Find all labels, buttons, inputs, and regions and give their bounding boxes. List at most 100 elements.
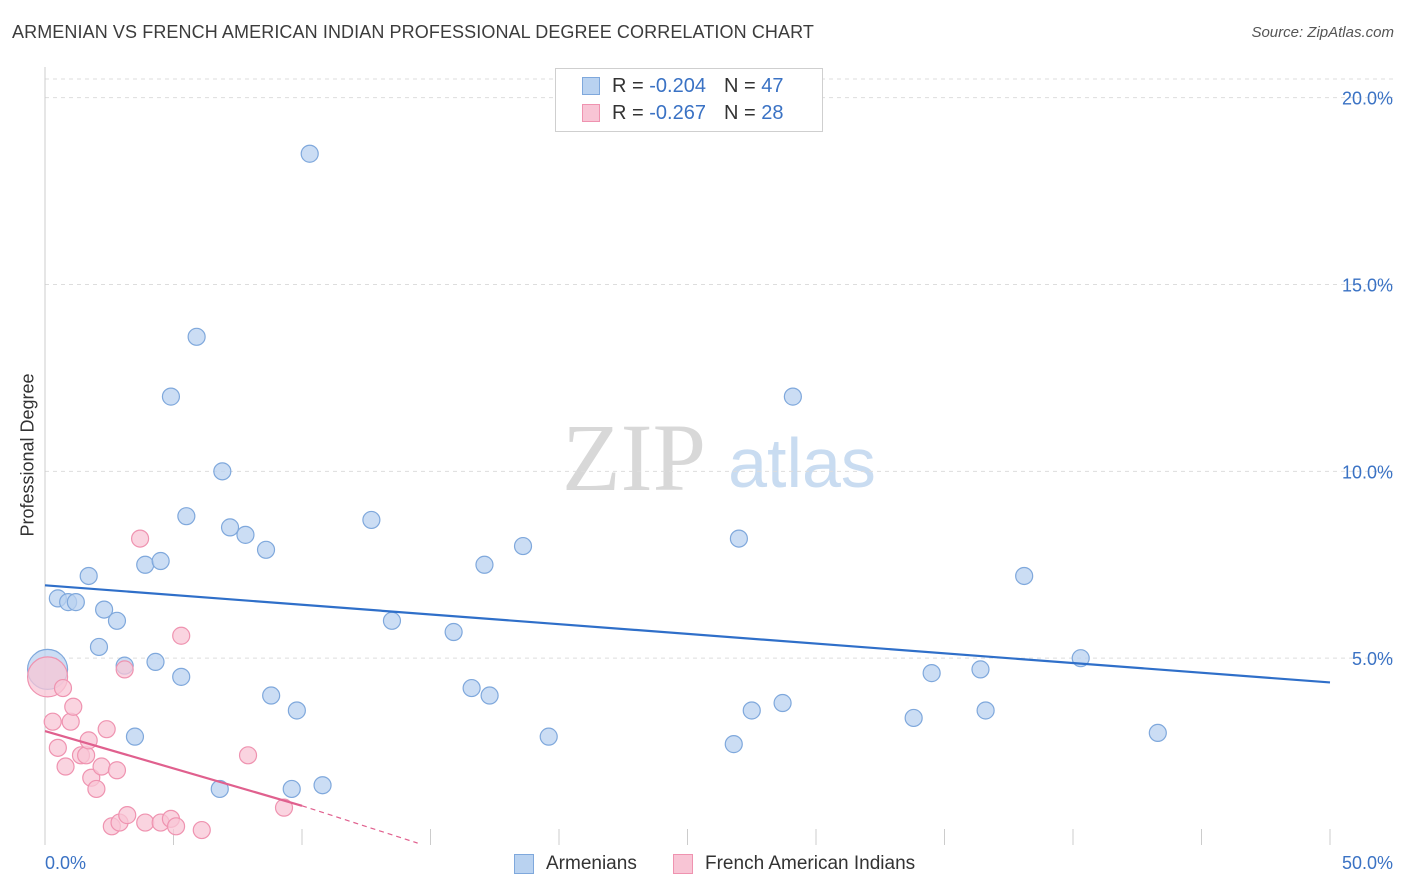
armenian-point <box>161 387 181 406</box>
french-american-indian-point <box>48 738 67 757</box>
french-american-indian-point <box>115 660 134 679</box>
armenian-point <box>177 507 196 526</box>
french-american-indian-point <box>166 817 186 836</box>
french-american-indian-point <box>107 761 127 780</box>
legend-swatch-armenians <box>582 77 600 95</box>
watermark-atlas: atlas <box>728 424 876 502</box>
armenian-point <box>236 525 255 544</box>
y-tick-label: 20.0% <box>1342 89 1393 109</box>
french-american-indian-point <box>238 746 258 765</box>
bottom-legend-swatch-french-american-indians <box>673 854 693 874</box>
x-tick-label: 0.0% <box>45 853 86 873</box>
bottom-legend-armenians: Armenians <box>514 852 637 876</box>
legend-r-value: -0.204 <box>649 74 706 97</box>
french-american-indian-point <box>77 746 96 765</box>
french-american-indian-point <box>118 806 137 825</box>
armenian-point <box>151 551 170 571</box>
data-points <box>26 144 1167 840</box>
armenian-point <box>213 462 232 481</box>
armenian-point <box>300 144 319 163</box>
armenian-point <box>95 600 114 619</box>
armenian-point <box>136 555 155 574</box>
armenian-point <box>475 555 494 574</box>
armenian-point <box>1148 723 1167 743</box>
bottom-legend-french-american-indians: French American Indians <box>673 852 915 876</box>
watermark: ZIP atlas <box>562 404 876 511</box>
legend-row-french-american-indians: R = -0.267 N = 28 <box>582 101 783 125</box>
armenian-trend-line <box>44 584 1331 684</box>
chart-title: ARMENIAN VS FRENCH AMERICAN INDIAN PROFE… <box>12 22 814 42</box>
armenian-point <box>904 708 923 728</box>
armenian-point <box>287 701 306 720</box>
armenian-point <box>79 566 98 586</box>
tick-labels: 5.0% 10.0% 15.0% 20.0% 0.0% 50.0% <box>45 89 1393 873</box>
french-american-indian-point <box>92 757 111 776</box>
source-label: Source: ZipAtlas.com <box>1251 24 1394 41</box>
armenian-point <box>480 686 499 705</box>
french-american-indian-point <box>64 697 83 716</box>
x-tick-label: 50.0% <box>1342 853 1393 873</box>
armenian-point <box>89 637 109 657</box>
french-american-indian-point <box>172 626 191 645</box>
armenian-point <box>107 611 127 630</box>
axes <box>44 67 1331 845</box>
bottom-legend-swatch-armenians <box>514 854 534 874</box>
french-american-indian-point <box>56 757 75 776</box>
armenian-point <box>513 536 533 556</box>
armenian-point <box>539 727 558 746</box>
y-tick-label: 10.0% <box>1342 462 1393 482</box>
correlation-legend: R = -0.204 N = 47 R = -0.267 N = 28 <box>555 68 823 132</box>
armenian-point <box>172 667 191 686</box>
armenian-point <box>724 735 743 754</box>
armenian-point <box>146 652 165 672</box>
legend-r-value: -0.267 <box>649 101 706 124</box>
armenian-point <box>210 779 229 799</box>
french-american-indian-point <box>192 820 211 840</box>
armenian-point <box>444 622 463 642</box>
legend-row-armenians: R = -0.204 N = 47 <box>582 74 783 98</box>
armenian-point <box>125 727 145 746</box>
armenian-point <box>187 327 206 346</box>
trend-lines <box>44 584 1331 844</box>
legend-r-label: R = <box>612 101 644 124</box>
french-american-indian-trend-extension <box>301 805 418 844</box>
armenian-point <box>742 701 761 720</box>
french-american-indian-point <box>136 813 155 832</box>
armenian-point <box>362 510 381 530</box>
armenian-point <box>1015 566 1034 586</box>
armenian-point <box>729 529 749 548</box>
armenian-point <box>922 664 941 683</box>
armenian-point <box>313 776 332 795</box>
armenian-point <box>783 387 802 406</box>
bottom-legend-label-french-american-indians: French American Indians <box>705 853 916 874</box>
french-american-indian-point <box>274 798 294 817</box>
y-tick-label: 15.0% <box>1342 276 1393 296</box>
armenian-point <box>976 701 995 720</box>
french-american-indian-point <box>53 678 73 698</box>
legend-n-value: 47 <box>761 74 784 97</box>
legend-n-label: N = <box>723 74 756 97</box>
legend-r-label: R = <box>612 74 644 97</box>
legend-n-value: 28 <box>761 101 784 124</box>
armenian-point <box>262 686 281 705</box>
watermark-zip: ZIP <box>562 404 706 511</box>
armenian-point <box>382 611 402 630</box>
french-american-indian-point <box>61 712 80 731</box>
armenian-point <box>256 540 276 559</box>
french-american-indian-point <box>97 720 116 739</box>
y-tick-label: 5.0% <box>1352 649 1393 669</box>
armenian-point <box>462 678 481 698</box>
armenian-point <box>66 593 85 612</box>
french-american-indian-point <box>130 529 150 548</box>
legend-n-label: N = <box>723 101 756 124</box>
bottom-legend-label-armenians: Armenians <box>546 853 637 874</box>
grid <box>45 78 1394 659</box>
french-american-indian-point <box>87 779 106 799</box>
french-american-indian-point <box>43 712 62 731</box>
armenian-point <box>282 779 301 799</box>
armenian-point <box>220 518 240 537</box>
armenian-point <box>971 660 990 679</box>
legend-swatch-french-american-indians <box>582 104 600 122</box>
armenian-point <box>773 693 792 713</box>
